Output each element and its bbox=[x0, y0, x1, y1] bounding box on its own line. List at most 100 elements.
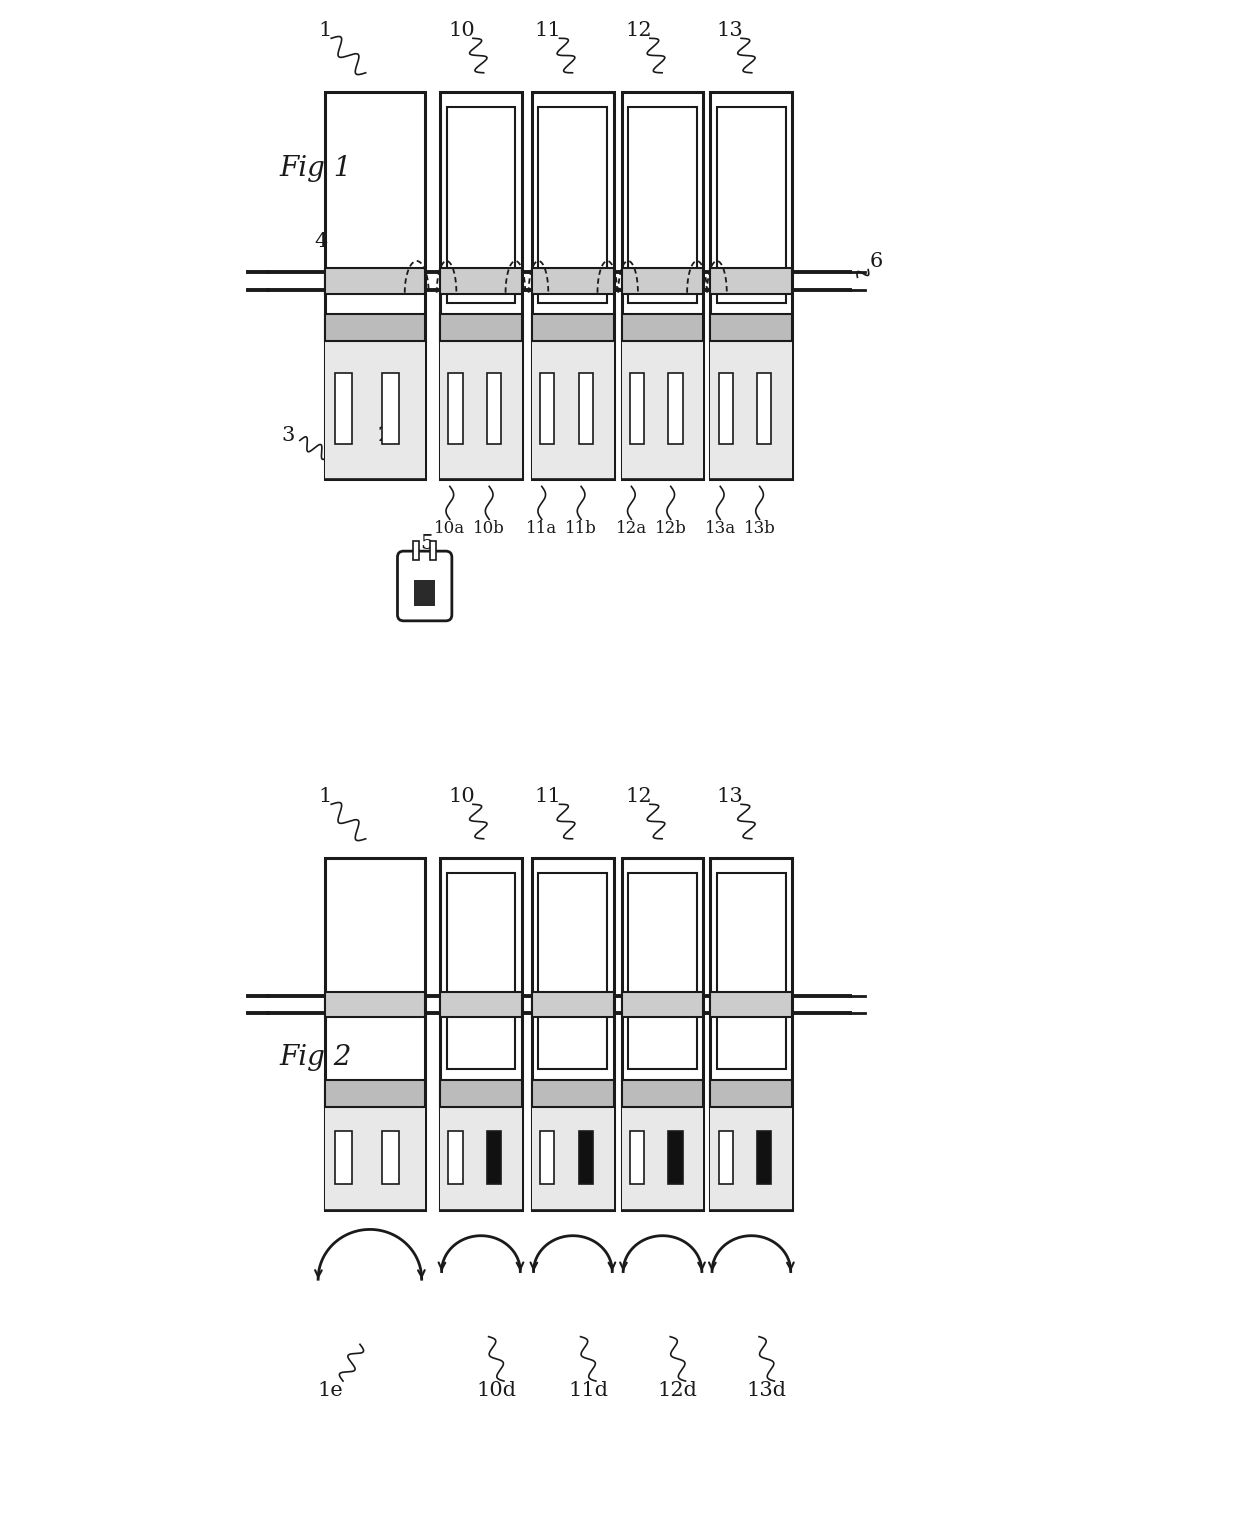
Bar bbox=[629, 107, 697, 303]
Bar bbox=[579, 1131, 593, 1184]
Text: 13b: 13b bbox=[744, 519, 775, 538]
Bar bbox=[621, 92, 703, 478]
Bar bbox=[719, 1131, 733, 1184]
Text: 10a: 10a bbox=[434, 519, 465, 538]
Bar bbox=[532, 314, 614, 340]
Bar bbox=[532, 340, 614, 478]
FancyBboxPatch shape bbox=[398, 552, 451, 620]
Bar bbox=[711, 92, 792, 478]
Bar bbox=[758, 1131, 771, 1184]
Bar bbox=[621, 1106, 703, 1210]
Bar bbox=[325, 340, 424, 478]
Bar bbox=[711, 268, 792, 294]
Bar bbox=[414, 581, 435, 607]
Bar bbox=[711, 1106, 792, 1210]
Bar bbox=[440, 991, 522, 1017]
Text: 6: 6 bbox=[870, 253, 883, 271]
Bar bbox=[325, 1080, 424, 1106]
Bar bbox=[621, 858, 703, 1210]
Bar bbox=[325, 858, 424, 1210]
Bar bbox=[532, 92, 614, 478]
Bar bbox=[621, 340, 703, 478]
Bar bbox=[325, 1106, 424, 1210]
Text: 12: 12 bbox=[625, 787, 652, 806]
Bar bbox=[532, 1080, 614, 1106]
Bar bbox=[446, 107, 516, 303]
Bar bbox=[541, 372, 554, 444]
Bar bbox=[325, 314, 424, 340]
Bar bbox=[413, 541, 419, 559]
Text: 13: 13 bbox=[717, 21, 743, 40]
Bar bbox=[440, 314, 522, 340]
Text: 11: 11 bbox=[534, 21, 562, 40]
Text: 11a: 11a bbox=[526, 519, 557, 538]
Text: 5: 5 bbox=[420, 535, 434, 553]
Bar bbox=[711, 858, 792, 1210]
Bar bbox=[440, 1080, 522, 1106]
Bar bbox=[382, 1131, 399, 1184]
Bar bbox=[711, 991, 792, 1017]
Bar bbox=[758, 372, 771, 444]
Bar bbox=[335, 1131, 352, 1184]
Text: 4: 4 bbox=[315, 231, 327, 251]
Bar bbox=[668, 372, 682, 444]
Text: 12b: 12b bbox=[655, 519, 687, 538]
Text: 3: 3 bbox=[281, 426, 295, 444]
Bar bbox=[335, 372, 352, 444]
Bar bbox=[532, 1106, 614, 1210]
Bar bbox=[440, 340, 522, 478]
Text: 13a: 13a bbox=[704, 519, 735, 538]
Bar bbox=[717, 873, 786, 1069]
Bar bbox=[440, 92, 522, 478]
Bar bbox=[440, 268, 522, 294]
Text: Fig 2: Fig 2 bbox=[279, 1043, 351, 1071]
Bar bbox=[538, 873, 608, 1069]
Bar bbox=[446, 873, 516, 1069]
Bar bbox=[719, 372, 733, 444]
Text: Fig 1: Fig 1 bbox=[279, 155, 351, 182]
Text: 12: 12 bbox=[625, 21, 652, 40]
Bar bbox=[621, 991, 703, 1017]
Bar bbox=[668, 1131, 682, 1184]
Bar bbox=[541, 1131, 554, 1184]
Text: 1e: 1e bbox=[317, 1380, 343, 1400]
Text: 1: 1 bbox=[319, 787, 332, 806]
Text: 12d: 12d bbox=[658, 1380, 698, 1400]
Bar bbox=[487, 372, 501, 444]
Text: 11: 11 bbox=[534, 787, 562, 806]
Text: 12a: 12a bbox=[616, 519, 647, 538]
Text: 13: 13 bbox=[717, 787, 743, 806]
Bar bbox=[440, 858, 522, 1210]
Text: 10d: 10d bbox=[476, 1380, 516, 1400]
Text: 10: 10 bbox=[448, 21, 475, 40]
Bar bbox=[630, 372, 644, 444]
Bar bbox=[621, 1080, 703, 1106]
Bar bbox=[325, 991, 424, 1017]
Bar bbox=[621, 268, 703, 294]
Bar bbox=[629, 873, 697, 1069]
Bar bbox=[579, 372, 593, 444]
Bar bbox=[382, 372, 399, 444]
Text: 10: 10 bbox=[448, 787, 475, 806]
Bar bbox=[538, 107, 608, 303]
Text: 1: 1 bbox=[319, 21, 332, 40]
Text: 11d: 11d bbox=[568, 1380, 608, 1400]
Bar bbox=[532, 858, 614, 1210]
Bar bbox=[621, 314, 703, 340]
Text: 11b: 11b bbox=[565, 519, 596, 538]
Bar bbox=[711, 340, 792, 478]
Bar bbox=[711, 314, 792, 340]
Bar bbox=[711, 1080, 792, 1106]
Bar bbox=[448, 1131, 463, 1184]
Text: 10b: 10b bbox=[474, 519, 505, 538]
Bar bbox=[325, 268, 424, 294]
Text: 2: 2 bbox=[377, 426, 391, 444]
Bar bbox=[440, 1106, 522, 1210]
Text: 13d: 13d bbox=[746, 1380, 786, 1400]
Bar bbox=[430, 541, 436, 559]
Bar bbox=[630, 1131, 644, 1184]
Bar bbox=[448, 372, 463, 444]
Bar bbox=[717, 107, 786, 303]
Bar bbox=[532, 991, 614, 1017]
Bar bbox=[487, 1131, 501, 1184]
